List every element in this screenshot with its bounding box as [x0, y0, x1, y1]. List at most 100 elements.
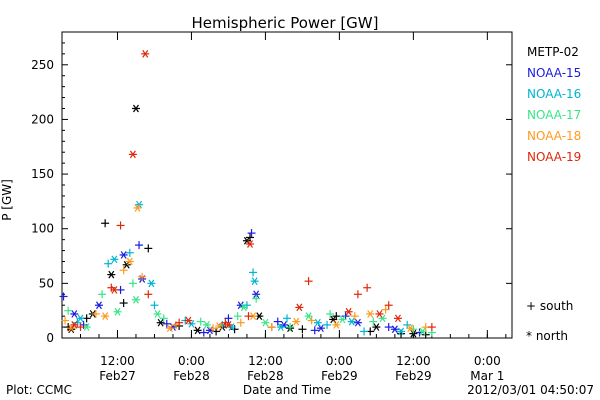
north-point — [304, 312, 313, 320]
south-point — [304, 277, 313, 286]
south-point — [323, 320, 332, 329]
south-point — [267, 323, 276, 332]
south-point — [144, 290, 153, 299]
north-point — [239, 303, 248, 312]
north-point — [329, 315, 338, 324]
south-point — [283, 314, 291, 323]
north-point — [70, 310, 79, 318]
north-point — [131, 104, 140, 113]
south-point — [236, 318, 245, 327]
south-point — [381, 305, 390, 314]
north-point — [110, 286, 119, 294]
y-tick-label: 100 — [31, 222, 54, 236]
marker-legend: + south * north — [526, 299, 573, 343]
north-point — [372, 323, 381, 331]
south-point — [98, 290, 107, 299]
south-point — [138, 272, 147, 281]
north-point — [366, 310, 375, 318]
north-point — [316, 324, 325, 333]
north-point — [184, 316, 193, 325]
north-point — [193, 326, 202, 335]
south-point — [116, 221, 125, 230]
x-tick-label-time: 0:00 — [474, 354, 501, 368]
x-tick-label-time: 12:00 — [100, 354, 135, 368]
north-point — [397, 327, 406, 336]
south-point — [64, 306, 73, 315]
plot-credit: Plot: CCMC — [6, 383, 72, 397]
y-axis-label: P [GW] — [0, 179, 14, 221]
north-point — [187, 319, 196, 328]
south-point — [119, 266, 128, 275]
north-point — [344, 307, 353, 316]
south-point — [209, 324, 218, 333]
south-point — [159, 314, 168, 323]
north-point — [107, 270, 116, 279]
x-axis: 12:00Feb270:00Feb2812:00Feb280:00Feb2912… — [61, 32, 507, 383]
south-point — [247, 229, 256, 238]
legend-entry: METP-02 — [527, 45, 579, 59]
north-point — [252, 290, 261, 299]
south-point — [101, 219, 110, 228]
south-point — [310, 326, 319, 335]
north-point — [101, 312, 110, 320]
north-point — [202, 321, 211, 329]
south-point — [135, 241, 144, 250]
y-tick-label: 50 — [39, 276, 54, 290]
south-point — [196, 317, 205, 326]
south-point — [252, 294, 261, 303]
x-tick-label-date: Feb27 — [99, 369, 136, 383]
south-point — [363, 283, 372, 292]
south-point — [91, 309, 100, 318]
plot-border — [61, 31, 513, 339]
north-point — [393, 314, 402, 323]
south-point — [249, 268, 258, 277]
x-tick-label-date: Mar 1 — [470, 369, 504, 383]
south-point — [246, 233, 255, 242]
legend-entry: NOAA-16 — [527, 87, 581, 101]
y-tick-label: 250 — [31, 58, 54, 72]
south-point — [119, 299, 128, 308]
north-point — [295, 303, 304, 312]
north-point — [67, 324, 76, 333]
x-tick-label-date: Feb29 — [321, 369, 358, 383]
north-point — [242, 236, 251, 245]
south-point — [307, 316, 316, 325]
south-point — [59, 292, 68, 301]
north-point — [332, 321, 341, 329]
y-tick-label: 150 — [31, 167, 54, 181]
south-point — [353, 290, 362, 299]
north-point — [113, 307, 122, 316]
south-point — [128, 279, 137, 288]
north-point — [418, 327, 427, 336]
south-point — [427, 323, 436, 332]
legend-entry: NOAA-17 — [527, 108, 581, 122]
south-point — [403, 320, 412, 329]
south-point — [104, 259, 113, 268]
south-point — [144, 244, 153, 253]
north-point — [409, 329, 418, 338]
north-point — [313, 318, 322, 327]
legend-entry: NOAA-18 — [527, 129, 581, 143]
north-point — [133, 204, 142, 212]
south-point — [233, 312, 242, 321]
north-point — [147, 279, 156, 288]
legend-entry: NOAA-19 — [527, 150, 581, 164]
y-tick-label: 200 — [31, 112, 54, 126]
y-axis: 0 50 100 150 200 250 — [31, 42, 512, 345]
south-point — [360, 327, 369, 336]
south-point — [369, 317, 378, 326]
north-point — [246, 240, 255, 248]
north-point — [165, 324, 174, 333]
data-marks — [59, 50, 436, 339]
x-tick-label-date: Feb29 — [395, 369, 432, 383]
north-point — [347, 317, 356, 326]
north-point — [375, 310, 384, 318]
south-point — [76, 323, 85, 332]
x-axis-label: Date and Time — [243, 383, 331, 397]
legend: METP-02 NOAA-15 NOAA-16 NOAA-17 NOAA-18 NOAA-… — [527, 45, 581, 164]
north-point — [76, 314, 85, 323]
plot-area — [61, 31, 513, 339]
north-point — [128, 150, 137, 159]
south-point — [150, 301, 159, 310]
south-point — [286, 323, 295, 332]
